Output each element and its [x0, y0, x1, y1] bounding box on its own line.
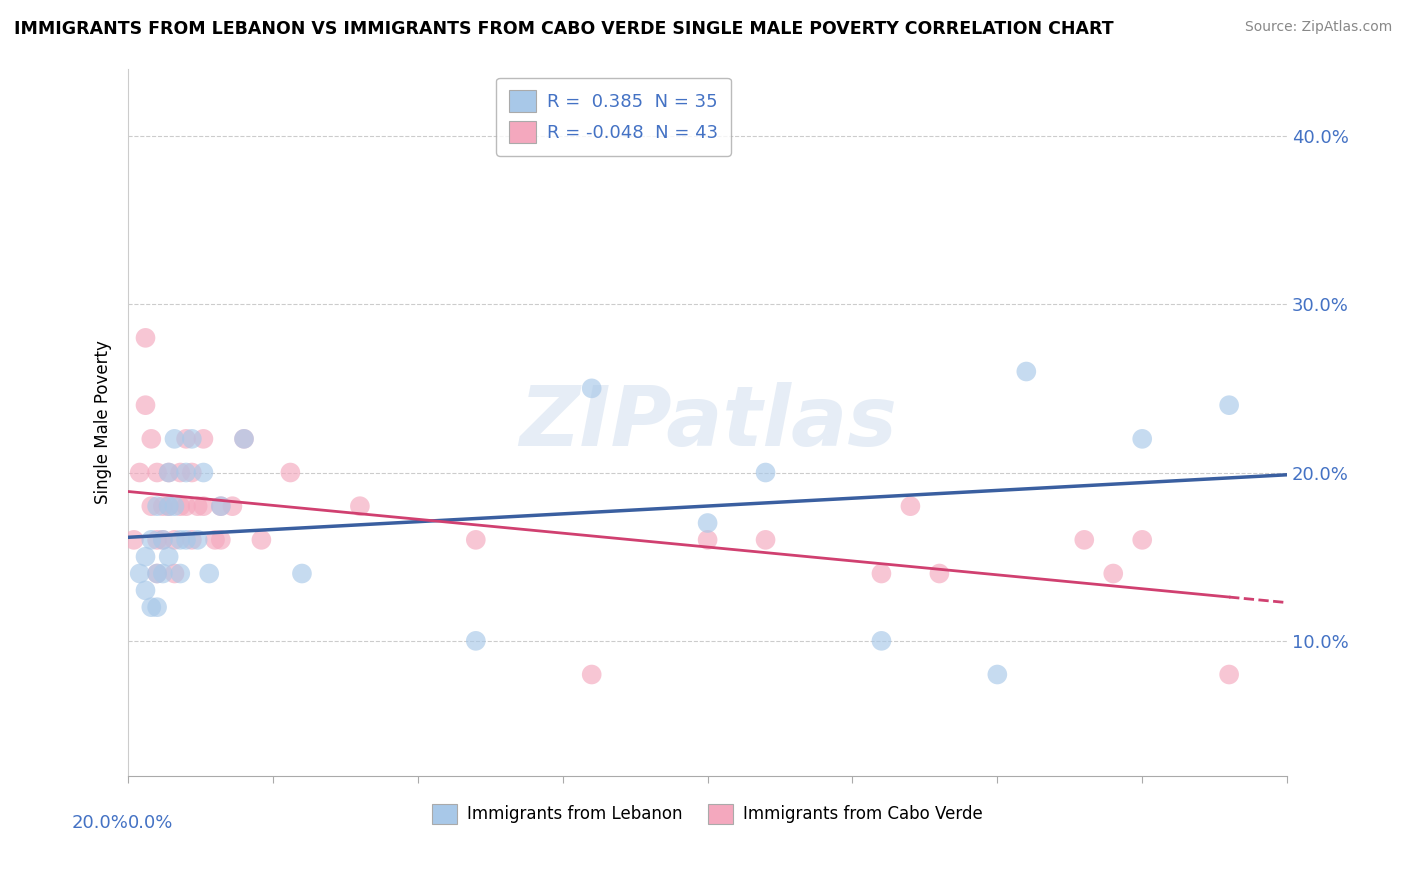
- Point: [169, 499, 191, 513]
- Point: [174, 432, 197, 446]
- Point: [134, 549, 156, 564]
- Point: [221, 499, 243, 513]
- Point: [157, 499, 180, 513]
- Point: [870, 566, 893, 581]
- Point: [696, 533, 718, 547]
- Point: [141, 432, 163, 446]
- Point: [152, 533, 174, 547]
- Text: ZIPatlas: ZIPatlas: [519, 382, 897, 463]
- Text: 20.0%: 20.0%: [72, 814, 128, 832]
- Text: Source: ZipAtlas.com: Source: ZipAtlas.com: [1244, 20, 1392, 34]
- Point: [928, 566, 950, 581]
- Point: [209, 499, 232, 513]
- Point: [146, 600, 169, 615]
- Point: [157, 466, 180, 480]
- Point: [152, 533, 174, 547]
- Point: [141, 600, 163, 615]
- Point: [464, 633, 486, 648]
- Point: [250, 533, 273, 547]
- Point: [141, 499, 163, 513]
- Point: [163, 432, 186, 446]
- Point: [180, 466, 202, 480]
- Point: [204, 533, 226, 547]
- Point: [134, 331, 156, 345]
- Point: [146, 466, 169, 480]
- Point: [157, 466, 180, 480]
- Point: [900, 499, 922, 513]
- Point: [209, 499, 232, 513]
- Point: [174, 533, 197, 547]
- Point: [198, 566, 221, 581]
- Point: [193, 466, 215, 480]
- Y-axis label: Single Male Poverty: Single Male Poverty: [94, 340, 112, 504]
- Point: [986, 667, 1008, 681]
- Point: [233, 432, 256, 446]
- Point: [163, 566, 186, 581]
- Point: [291, 566, 314, 581]
- Point: [187, 533, 209, 547]
- Point: [696, 516, 718, 530]
- Point: [187, 499, 209, 513]
- Point: [169, 566, 191, 581]
- Point: [122, 533, 145, 547]
- Point: [163, 533, 186, 547]
- Point: [174, 499, 197, 513]
- Point: [146, 533, 169, 547]
- Point: [146, 566, 169, 581]
- Point: [581, 381, 603, 395]
- Point: [128, 566, 150, 581]
- Point: [1102, 566, 1125, 581]
- Point: [134, 583, 156, 598]
- Point: [146, 499, 169, 513]
- Point: [193, 432, 215, 446]
- Point: [754, 533, 776, 547]
- Point: [1130, 533, 1153, 547]
- Point: [128, 466, 150, 480]
- Point: [152, 499, 174, 513]
- Point: [870, 633, 893, 648]
- Point: [1218, 667, 1240, 681]
- Point: [581, 667, 603, 681]
- Point: [1130, 432, 1153, 446]
- Point: [169, 533, 191, 547]
- Point: [1073, 533, 1095, 547]
- Point: [233, 432, 256, 446]
- Point: [349, 499, 371, 513]
- Point: [180, 432, 202, 446]
- Point: [169, 466, 191, 480]
- Point: [209, 533, 232, 547]
- Point: [1015, 364, 1038, 378]
- Point: [146, 566, 169, 581]
- Text: 0.0%: 0.0%: [128, 814, 173, 832]
- Point: [180, 533, 202, 547]
- Point: [193, 499, 215, 513]
- Point: [157, 549, 180, 564]
- Point: [152, 566, 174, 581]
- Point: [141, 533, 163, 547]
- Point: [134, 398, 156, 412]
- Point: [754, 466, 776, 480]
- Point: [174, 466, 197, 480]
- Point: [464, 533, 486, 547]
- Point: [280, 466, 302, 480]
- Text: IMMIGRANTS FROM LEBANON VS IMMIGRANTS FROM CABO VERDE SINGLE MALE POVERTY CORREL: IMMIGRANTS FROM LEBANON VS IMMIGRANTS FR…: [14, 20, 1114, 37]
- Point: [163, 499, 186, 513]
- Legend: Immigrants from Lebanon, Immigrants from Cabo Verde: Immigrants from Lebanon, Immigrants from…: [426, 797, 990, 830]
- Point: [1218, 398, 1240, 412]
- Point: [157, 499, 180, 513]
